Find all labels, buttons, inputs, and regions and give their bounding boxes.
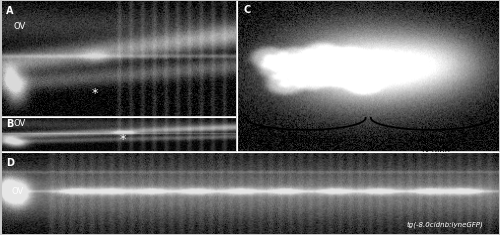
Text: OV: OV [13,119,26,128]
Text: A: A [6,7,14,16]
Text: C: C [243,5,250,15]
Text: *: * [120,133,126,146]
Text: *: * [92,86,98,99]
Text: tg(-8.0cldnb:lyneGFP): tg(-8.0cldnb:lyneGFP) [407,221,484,228]
Text: Leading
Region: Leading Region [420,136,452,155]
Text: OV: OV [13,22,26,31]
Text: OV: OV [12,187,24,196]
Text: D: D [6,158,14,168]
Text: B: B [6,119,14,129]
Text: Trailing Region: Trailing Region [280,136,342,145]
